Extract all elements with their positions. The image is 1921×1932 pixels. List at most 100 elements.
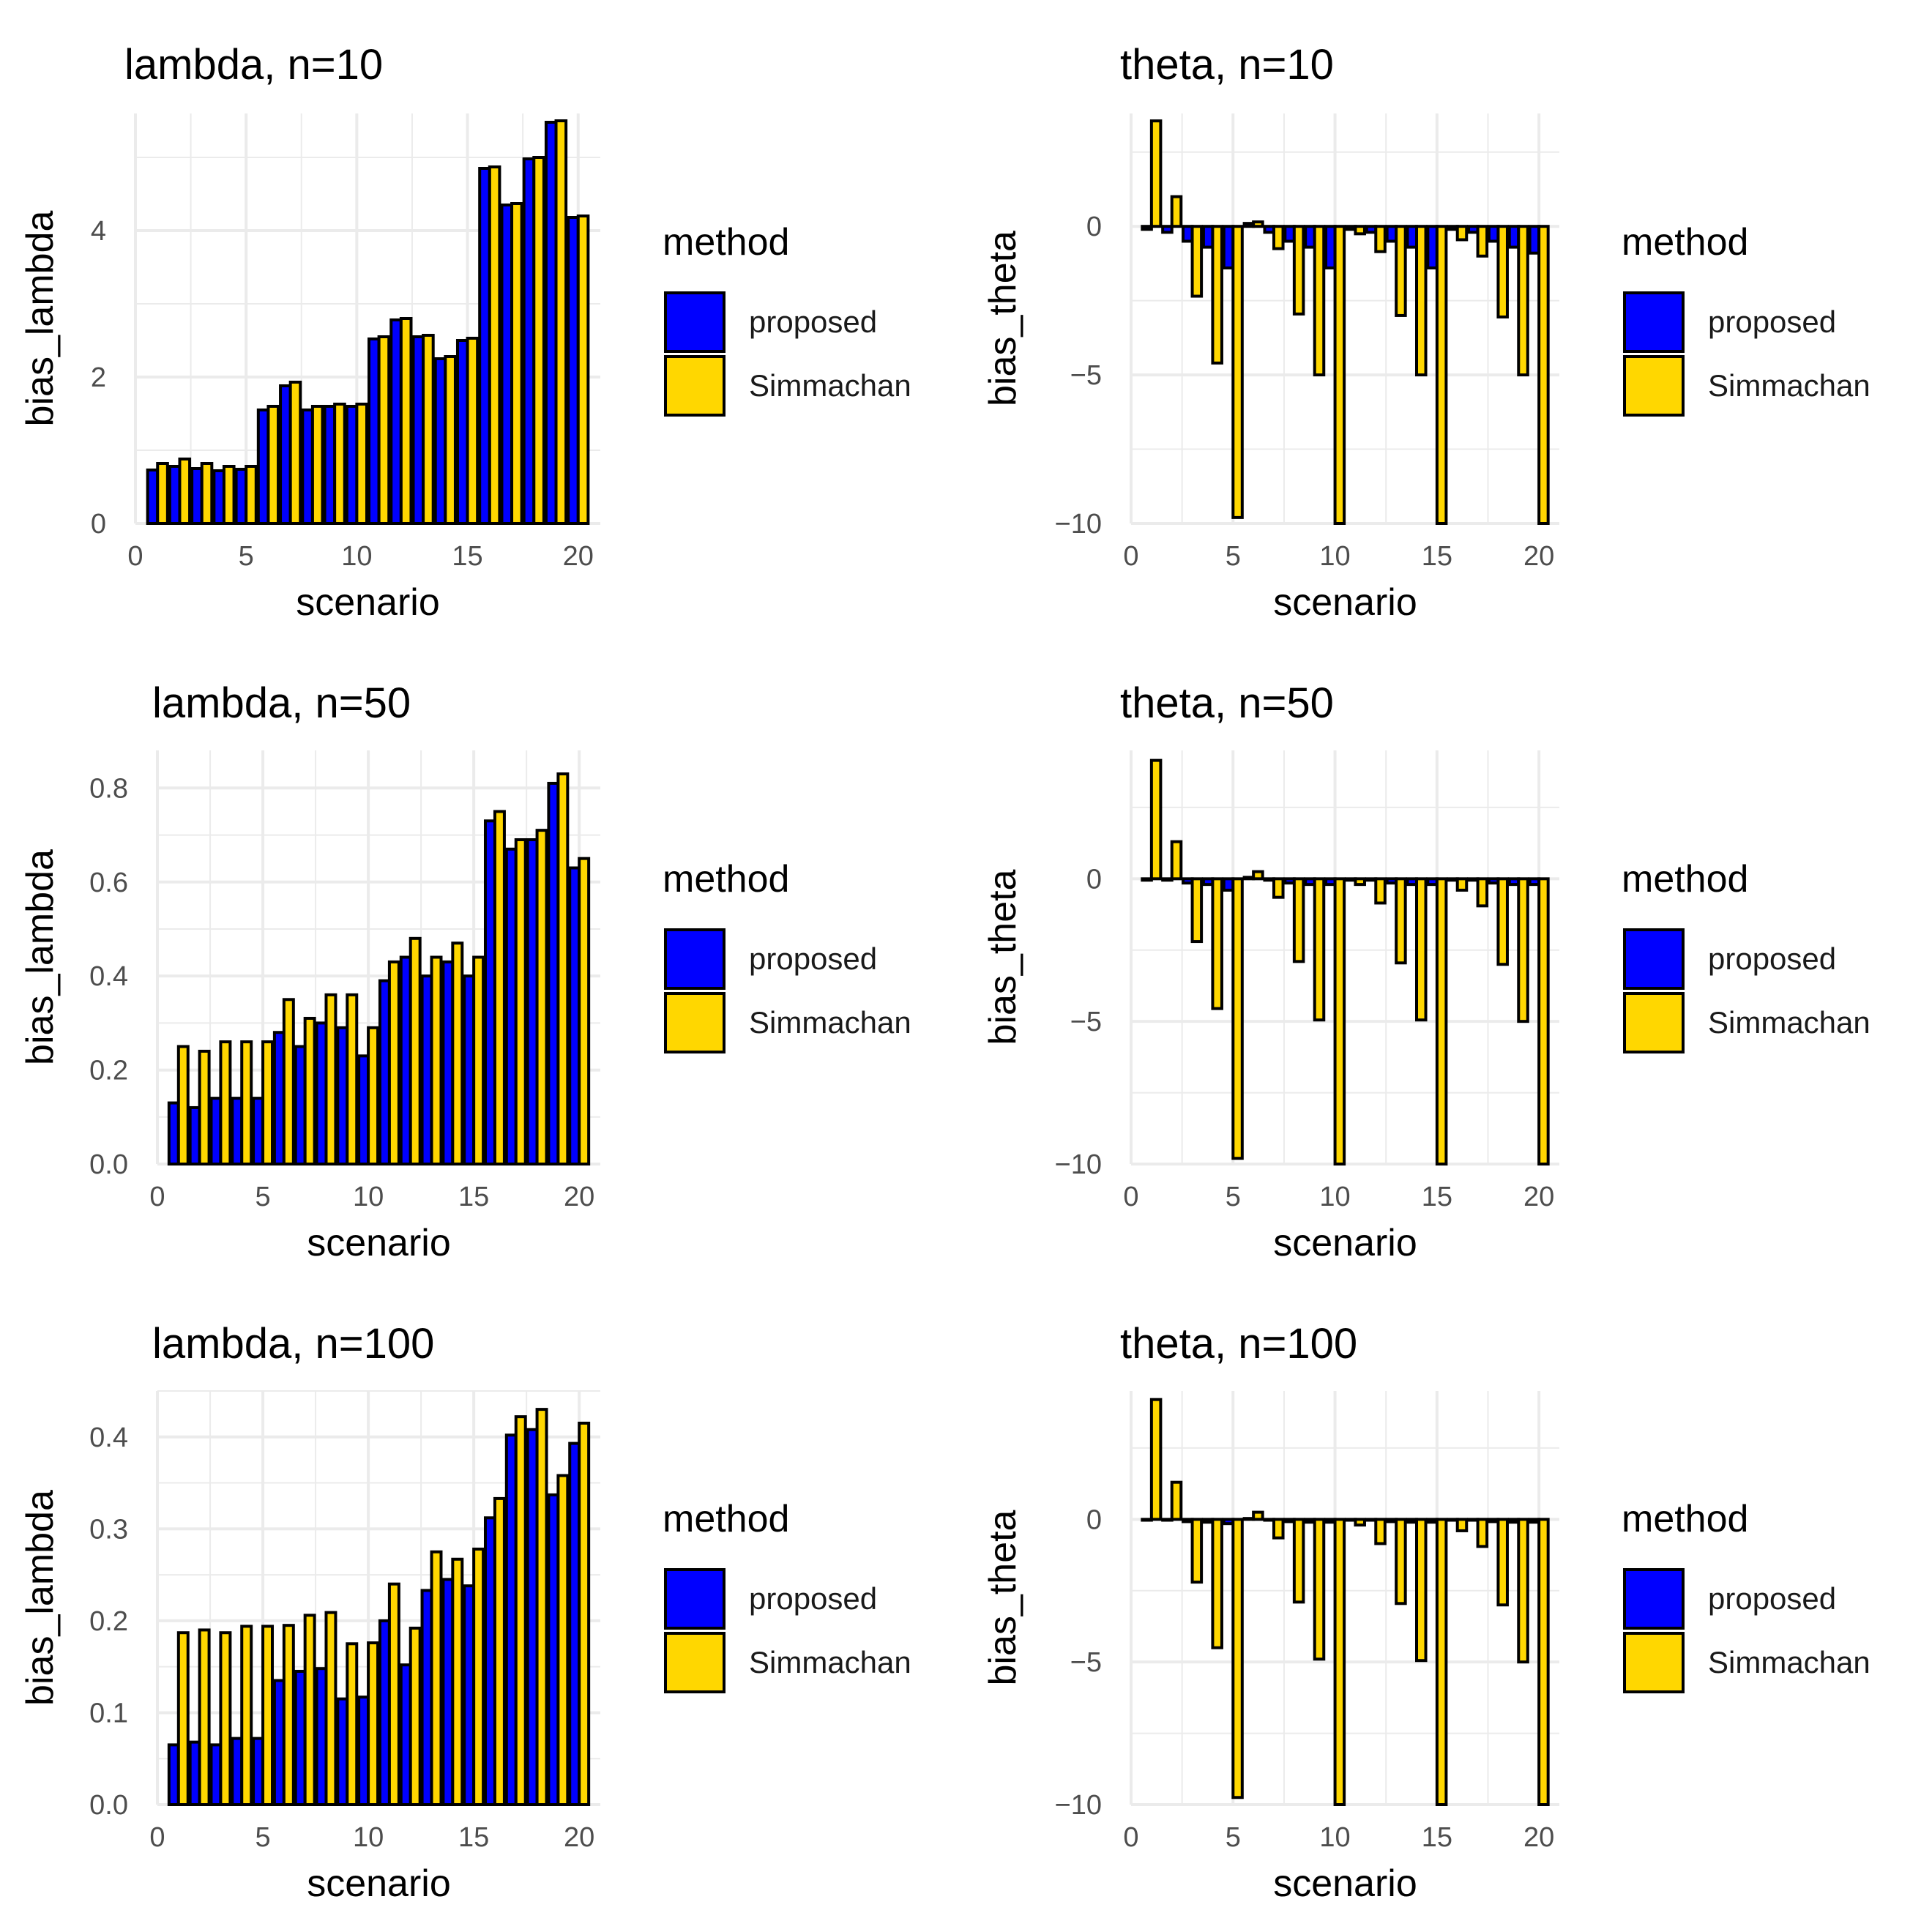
x-tick-label: 15	[458, 1182, 489, 1212]
x-tick-label: 10	[1319, 1182, 1350, 1212]
bar-simmachan-scenario-4	[1211, 1518, 1223, 1649]
y-tick-label: 0.0	[89, 1790, 128, 1821]
bar-proposed-scenario-7	[279, 384, 292, 525]
bar-simmachan-scenario-15	[466, 337, 480, 525]
y-tick-label: −10	[1055, 1149, 1102, 1180]
panel-title: lambda, n=50	[152, 679, 411, 727]
bar-simmachan-scenario-5	[261, 1040, 275, 1166]
x-axis-label: scenario	[296, 581, 440, 624]
y-tick-label: −10	[1055, 509, 1102, 540]
bar-simmachan-scenario-6	[282, 998, 295, 1165]
x-axis-label: scenario	[1273, 1222, 1417, 1264]
x-tick-label: 0	[1123, 1822, 1138, 1853]
legend: method proposed Simmachan	[1622, 858, 1870, 1053]
bar-simmachan-scenario-9	[346, 1642, 359, 1807]
x-tick-label: 10	[341, 541, 372, 572]
bar-simmachan-scenario-16	[488, 165, 501, 525]
legend-title: method	[663, 1498, 789, 1540]
bar-simmachan-scenario-10	[367, 1026, 380, 1165]
x-tick-label: 5	[1226, 541, 1241, 572]
bar-simmachan-scenario-18	[535, 1408, 548, 1806]
x-tick-label: 10	[1319, 1822, 1350, 1853]
legend-key-simmachan	[1623, 992, 1685, 1053]
bar-simmachan-scenario-17	[1476, 1518, 1489, 1548]
y-axis-label: bias_theta	[982, 1510, 1024, 1685]
bar-proposed-scenario-11	[368, 337, 381, 525]
y-tick-label: 0	[1086, 1504, 1102, 1535]
x-tick-label: 0	[1123, 541, 1138, 572]
bar-simmachan-scenario-14	[1415, 877, 1428, 1022]
bar-simmachan-scenario-3	[219, 1040, 232, 1166]
bar-simmachan-scenario-12	[1374, 877, 1387, 905]
bar-simmachan-scenario-5	[1231, 1518, 1244, 1799]
bar-simmachan-scenario-20	[578, 1421, 591, 1806]
legend-key-proposed	[664, 291, 725, 353]
x-axis-label: scenario	[307, 1862, 451, 1905]
panel-2: 0 5 10 15 20 −10 −5 0 scenario bias_theta theta, n…	[982, 41, 1870, 624]
bar-simmachan-scenario-17	[1476, 225, 1489, 258]
y-tick-label: 0.4	[89, 961, 128, 992]
legend-key-proposed	[1623, 1568, 1685, 1630]
bar-simmachan-scenario-18	[1496, 877, 1509, 966]
bar-simmachan-scenario-4	[240, 1625, 253, 1806]
legend: method proposed Simmachan	[1622, 1498, 1870, 1693]
bar-simmachan-scenario-16	[493, 1496, 506, 1807]
bar-simmachan-scenario-15	[472, 1547, 485, 1806]
x-tick-label: 15	[458, 1822, 489, 1853]
bar-proposed-scenario-4	[212, 469, 225, 525]
bar-simmachan-scenario-18	[535, 829, 548, 1165]
legend: method proposed Simmachan	[663, 1498, 911, 1693]
x-tick-label: 20	[564, 1822, 594, 1853]
legend-label-proposed: proposed	[1708, 1581, 1836, 1616]
legend-key-simmachan	[1623, 355, 1685, 417]
bar-simmachan-scenario-6	[266, 405, 280, 525]
legend-key-proposed	[1623, 928, 1685, 990]
bar-simmachan-scenario-14	[444, 355, 457, 525]
bar-simmachan-scenario-2	[178, 458, 192, 525]
x-tick-label: 15	[452, 541, 482, 572]
bar-simmachan-scenario-2	[198, 1049, 211, 1165]
bar-simmachan-scenario-15	[1435, 877, 1448, 1166]
y-axis-label: bias_lambda	[19, 849, 61, 1065]
y-tick-label: −5	[1070, 1647, 1102, 1678]
x-tick-label: 0	[127, 541, 143, 572]
bar-simmachan-scenario-9	[346, 993, 359, 1166]
y-tick-label: −5	[1070, 1007, 1102, 1037]
bar-simmachan-scenario-12	[409, 1626, 422, 1807]
y-tick-label: 2	[91, 362, 106, 393]
legend-key-proposed	[664, 928, 725, 990]
y-tick-label: 0.2	[89, 1056, 128, 1086]
panel-title: theta, n=50	[1120, 679, 1334, 727]
x-tick-label: 20	[563, 541, 594, 572]
panel-6: 0 5 10 15 20 −10 −5 0 scenario bias_theta theta, n…	[982, 1320, 1870, 1905]
x-tick-label: 20	[1523, 1182, 1554, 1212]
bar-simmachan-scenario-7	[303, 1614, 316, 1806]
panel-5: 0 5 10 15 20 0.0 0.1 0.2 0.3 0.4 scenario bias_lamb…	[19, 1320, 911, 1905]
bar-simmachan-scenario-6	[1252, 870, 1264, 881]
legend-key-proposed	[1623, 291, 1685, 353]
y-axis-label: bias_theta	[982, 231, 1024, 406]
panel-3: 0 5 10 15 20 0.0 0.2 0.4 0.6 0.8 scenario bias_lamb…	[19, 679, 911, 1264]
x-tick-label: 15	[1422, 1822, 1452, 1853]
bar-simmachan-scenario-11	[1354, 877, 1366, 887]
bar-simmachan-scenario-9	[1313, 225, 1326, 377]
bar-proposed-scenario-20	[567, 216, 580, 525]
bar-simmachan-scenario-8	[1292, 877, 1305, 963]
legend-title: method	[1622, 858, 1748, 900]
bar-simmachan-scenario-16	[1455, 1518, 1469, 1532]
bar-simmachan-scenario-19	[1517, 225, 1529, 377]
bar-simmachan-scenario-13	[1395, 225, 1407, 317]
bar-simmachan-scenario-9	[1313, 1518, 1326, 1661]
legend-label-simmachan: Simmachan	[749, 1005, 911, 1040]
bar-simmachan-scenario-19	[556, 772, 570, 1165]
bar-simmachan-scenario-19	[554, 119, 568, 525]
bar-proposed-scenario-14	[433, 357, 447, 525]
bar-simmachan-scenario-17	[510, 202, 523, 525]
bar-simmachan-scenario-20	[578, 857, 591, 1165]
bar-simmachan-scenario-3	[1190, 225, 1204, 298]
y-tick-label: 0.2	[89, 1606, 128, 1637]
bar-simmachan-scenario-15	[1435, 1518, 1448, 1806]
bar-simmachan-scenario-10	[355, 403, 368, 525]
bar-simmachan-scenario-13	[430, 955, 443, 1165]
